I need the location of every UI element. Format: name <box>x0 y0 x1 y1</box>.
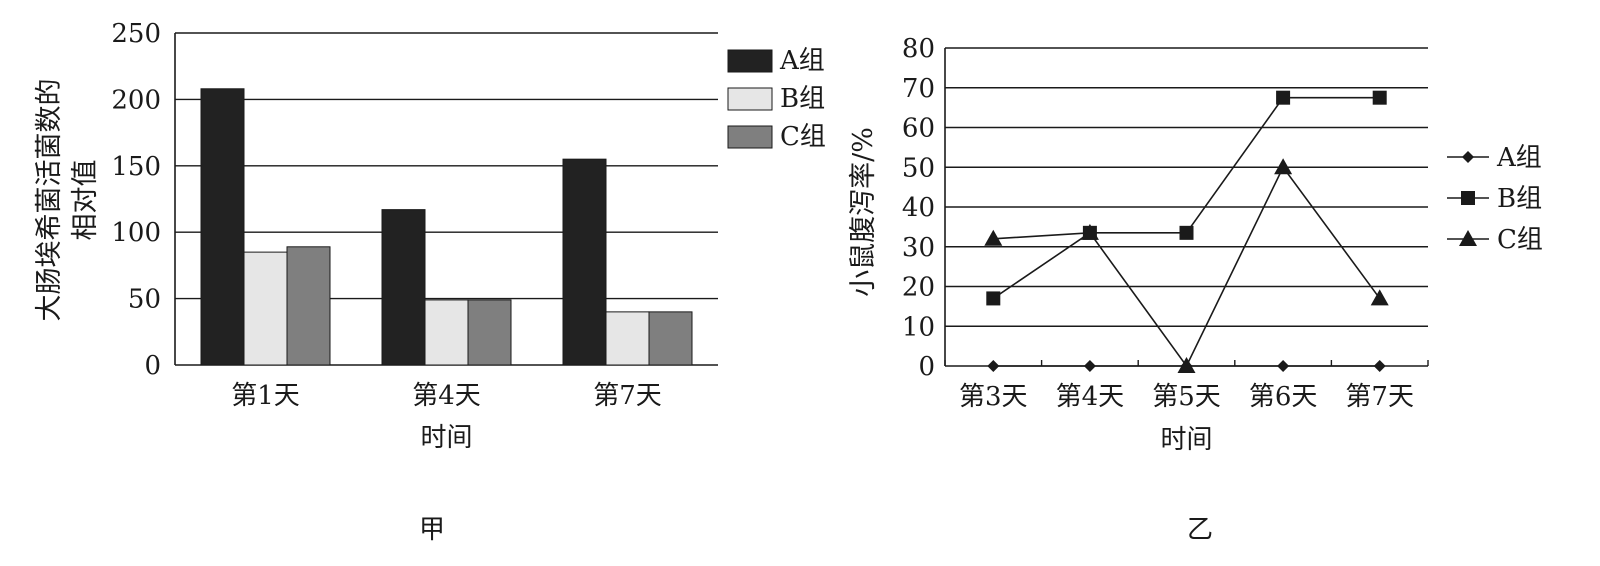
legend-marker <box>1461 191 1475 205</box>
y-tick-label: 10 <box>902 312 935 342</box>
data-point <box>1274 158 1293 175</box>
bar <box>200 88 245 366</box>
bar <box>562 158 607 366</box>
y-tick-label: 70 <box>902 74 935 104</box>
data-point <box>986 291 1001 306</box>
chart-caption: 甲 <box>419 515 445 545</box>
bar <box>243 251 288 366</box>
data-point <box>1083 360 1096 372</box>
legend-marker <box>1462 151 1474 163</box>
x-tick-label: 第3天 <box>959 382 1028 412</box>
x-axis-label: 时间 <box>1160 425 1212 455</box>
bar <box>381 209 426 366</box>
legend-label: C组 <box>1497 225 1543 255</box>
data-point <box>984 229 1003 246</box>
legend-label: A组 <box>1496 143 1542 173</box>
y-tick-label: 200 <box>111 85 161 115</box>
bar <box>286 246 331 366</box>
data-point <box>1373 360 1386 372</box>
legend-label: B组 <box>780 84 825 114</box>
legend-marker <box>1459 230 1477 246</box>
x-tick-label: 第7天 <box>1345 382 1414 412</box>
data-point <box>1179 225 1194 240</box>
bar <box>648 311 693 366</box>
x-tick-label: 第4天 <box>412 381 481 411</box>
data-point <box>1276 90 1291 105</box>
data-point <box>1177 357 1196 373</box>
x-tick-label: 第7天 <box>593 381 662 411</box>
legend-label: B组 <box>1497 184 1542 214</box>
y-tick-label: 100 <box>111 218 161 248</box>
x-tick-label: 第6天 <box>1249 382 1318 412</box>
chart-caption: 乙 <box>1187 515 1213 545</box>
y-tick-label: 80 <box>902 34 935 64</box>
bar <box>467 299 512 366</box>
y-axis-label: 相对值 <box>70 160 101 241</box>
y-axis-label: 大肠埃希菌活菌数的 <box>34 79 65 322</box>
x-tick-label: 第1天 <box>231 381 300 411</box>
legend-label: A组 <box>779 46 825 76</box>
data-point <box>1370 289 1389 306</box>
series-line <box>993 165 1381 368</box>
y-axis-label: 小鼠腹泻率/% <box>848 127 879 297</box>
legend-label: C组 <box>780 122 826 152</box>
x-tick-label: 第5天 <box>1152 382 1221 412</box>
y-tick-label: 30 <box>902 233 935 263</box>
y-tick-label: 40 <box>902 193 935 223</box>
legend-swatch <box>727 49 773 73</box>
y-tick-label: 20 <box>902 273 935 303</box>
data-point <box>1277 360 1290 372</box>
x-axis-label: 时间 <box>420 423 472 453</box>
data-point <box>1080 223 1099 240</box>
y-tick-label: 150 <box>111 152 161 182</box>
y-tick-label: 0 <box>144 351 161 381</box>
legend-swatch <box>727 125 773 149</box>
y-tick-label: 50 <box>902 153 935 183</box>
data-point <box>987 360 1000 372</box>
y-tick-label: 0 <box>918 352 935 382</box>
y-tick-label: 250 <box>111 19 161 49</box>
y-tick-label: 50 <box>128 285 161 315</box>
bar <box>424 299 469 366</box>
x-tick-label: 第4天 <box>1056 382 1125 412</box>
bar <box>605 311 650 366</box>
data-point <box>1372 90 1387 105</box>
legend-swatch <box>727 87 773 111</box>
y-tick-label: 60 <box>902 114 935 144</box>
